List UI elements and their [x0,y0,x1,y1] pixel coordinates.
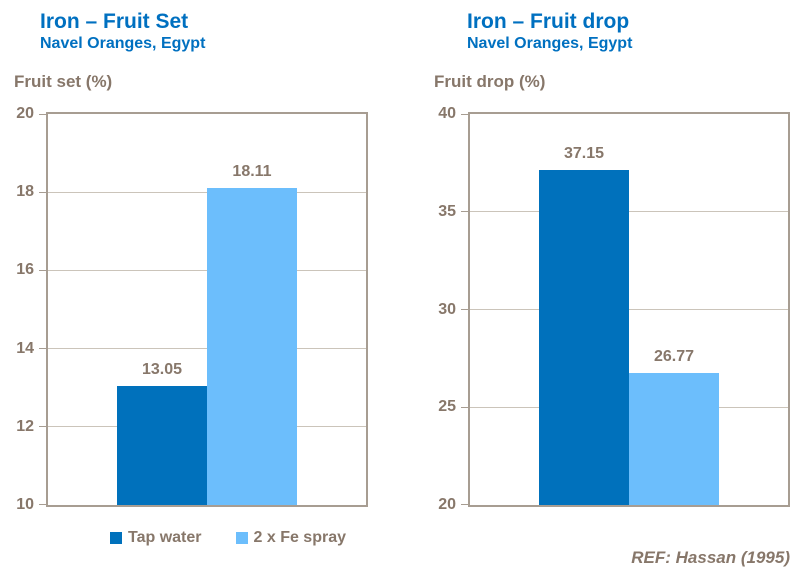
y-axis-tick [461,504,468,505]
y-axis-title: Fruit drop (%) [434,72,546,91]
y-axis-tick [461,309,468,310]
y-axis-tick [39,504,46,505]
y-tick-label: 35 [438,202,456,220]
chart-subtitle: Navel Oranges, Egypt [467,35,633,52]
y-axis-title: Fruit set (%) [14,72,113,91]
gridline [470,309,788,310]
y-tick-label: 16 [16,261,34,279]
bar-value-label: 13.05 [141,360,183,378]
bar-2-x-fe-spray [207,187,297,505]
y-tick-label: 30 [438,300,456,318]
y-tick-label: 12 [16,417,34,435]
y-axis-tick [39,348,46,350]
plot-area: 20 25 30 35 40 37.15 26.77 [438,105,790,513]
y-axis-tick [461,406,468,408]
y-tick-label: 10 [16,496,34,513]
y-axis-tick [461,211,468,213]
y-axis-tick [461,114,468,115]
y-tick-label: 14 [16,339,34,357]
y-tick-label: 40 [438,105,456,122]
bar-value-label: 37.15 [563,144,605,162]
bar-tap-water [539,169,629,505]
bar-value-label: 26.77 [653,347,695,365]
y-tick-label: 20 [16,105,34,122]
legend-swatch [235,532,248,544]
chart-title: Iron – Fruit Set [40,10,189,33]
bar-value-label: 18.11 [232,162,272,180]
y-axis-tick [39,269,46,271]
y-axis-tick [39,191,46,193]
legend-label: Tap water [128,529,202,546]
chart-subtitle: Navel Oranges, Egypt [40,35,206,52]
legend-swatch [110,532,122,544]
bar-2-x-fe-spray [629,372,719,505]
plot-area: 10 12 14 16 18 20 13.05 18.11 [16,105,368,513]
chart-title: Iron – Fruit drop [467,10,630,33]
gridline [470,211,788,213]
y-axis-tick [39,114,46,115]
y-tick-label: 18 [16,183,34,201]
y-tick-label: 25 [438,398,456,416]
ref-note: REF: Hassan (1995) [631,548,790,567]
legend-item: 2 x Fe spray [235,529,347,547]
legend-label: 2 x Fe spray [253,529,347,546]
y-axis-tick [39,426,46,428]
y-tick-label: 20 [438,496,456,513]
legend-item: Tap water [110,529,202,547]
legend: Tap water 2 x Fe spray [110,529,346,547]
bar-tap-water [117,385,207,505]
